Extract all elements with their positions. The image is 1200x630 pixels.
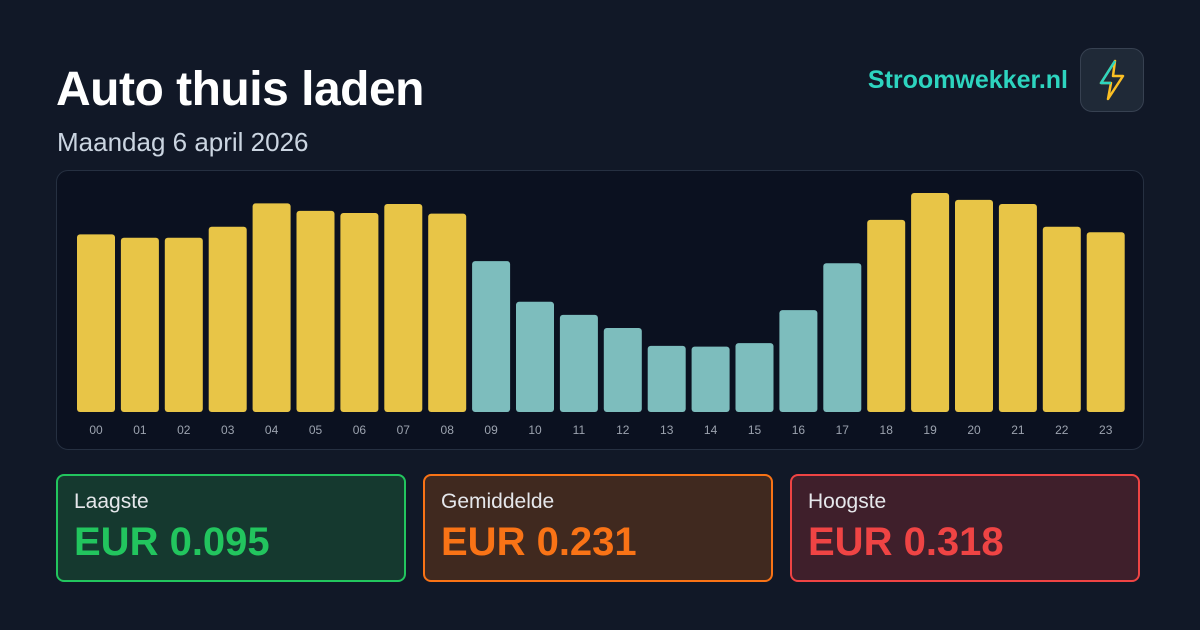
title: Auto thuis laden (56, 63, 424, 116)
x-tick-label: 01 (133, 423, 147, 437)
bar (77, 234, 115, 412)
x-tick-label: 15 (748, 423, 762, 437)
stat-card: Gemiddelde EUR 0.231 (423, 474, 773, 582)
bolt-icon (1099, 59, 1125, 101)
x-tick-label: 11 (573, 423, 586, 437)
stat-value: EUR 0.095 (74, 520, 270, 564)
bar (867, 219, 906, 412)
chart: 00 01 02 03 04 05 06 07 08 09 10 11 12 13 14 15 16 17 18 19… (77, 193, 1125, 437)
subtitle: Maandag 6 april 2026 (57, 127, 309, 157)
bar (428, 213, 467, 412)
x-tick-label: 16 (792, 423, 806, 437)
bar (164, 237, 203, 412)
chart-panel: 00 01 02 03 04 05 06 07 08 09 10 11 12 13 14 15 16 17 18 19… (56, 170, 1144, 450)
x-tick-label: 04 (265, 423, 279, 437)
stat-value: EUR 0.318 (808, 520, 1004, 564)
x-tick-label: 12 (616, 423, 630, 437)
x-tick-label: 20 (967, 423, 981, 437)
bar (1042, 226, 1081, 412)
bar (208, 226, 247, 412)
bar (384, 204, 423, 412)
bar (911, 193, 950, 412)
x-tick-label: 19 (923, 423, 937, 437)
bar (516, 301, 554, 412)
x-tick-label: 22 (1055, 423, 1069, 437)
bar (1086, 232, 1125, 412)
bar (340, 212, 379, 412)
stat-value: EUR 0.231 (441, 520, 637, 564)
brand: Stroomwekker.nl (867, 66, 1068, 94)
x-tick-label: 05 (309, 423, 323, 437)
x-tick-label: 07 (397, 423, 411, 437)
x-tick-label: 06 (353, 423, 367, 437)
stat-card: Laagste EUR 0.095 (56, 474, 406, 582)
bar (998, 204, 1037, 412)
brand-icon (1080, 48, 1144, 112)
bar (252, 203, 291, 412)
bar (603, 327, 642, 412)
x-tick-label: 02 (177, 423, 191, 437)
x-tick-label: 13 (660, 423, 674, 437)
x-tick-label: 23 (1099, 423, 1113, 437)
bar (120, 237, 159, 412)
bar (823, 263, 862, 412)
x-tick-label: 14 (704, 423, 718, 437)
bar (735, 343, 774, 412)
x-tick-label: 09 (484, 423, 498, 437)
bar (779, 310, 818, 412)
x-tick-label: 18 (880, 423, 894, 437)
bar (559, 314, 598, 412)
bar (647, 345, 686, 412)
stat-label: Laagste (74, 490, 149, 513)
stat-label: Hoogste (808, 490, 887, 513)
x-tick-label: 21 (1011, 423, 1025, 437)
bar (296, 210, 335, 412)
bar (472, 261, 511, 412)
bar (955, 199, 993, 412)
x-tick-label: 10 (528, 423, 542, 437)
x-tick-label: 08 (441, 423, 455, 437)
x-tick-label: 03 (221, 423, 235, 437)
bar (691, 346, 730, 412)
stat-label: Gemiddelde (441, 490, 555, 513)
x-tick-label: 17 (836, 423, 850, 437)
x-tick-label: 00 (89, 423, 103, 437)
stat-card: Hoogste EUR 0.318 (790, 474, 1140, 582)
